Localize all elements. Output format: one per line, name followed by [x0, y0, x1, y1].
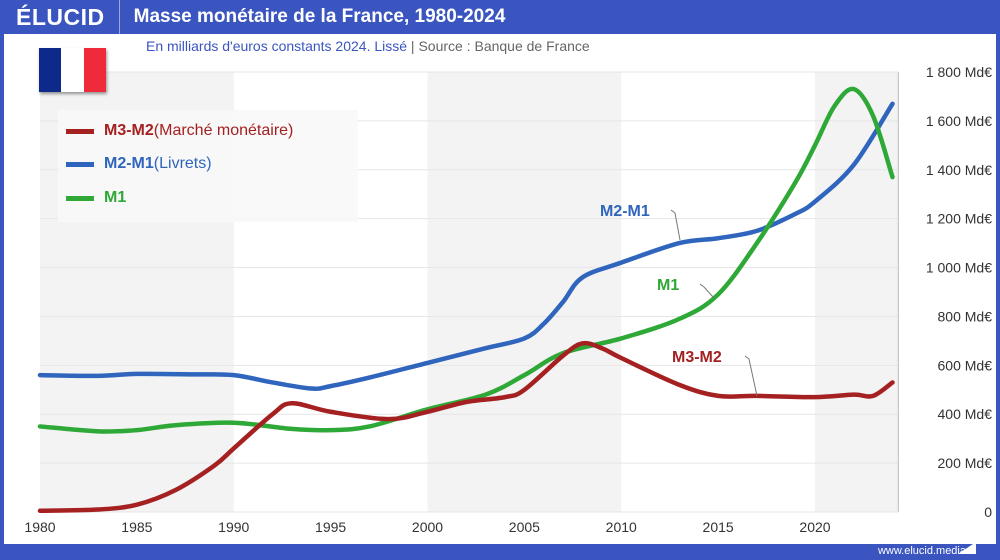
legend-item-m2-m1: M2-M1 (Livrets) [66, 155, 212, 173]
x-tick-label: 1990 [218, 519, 249, 535]
legend-label: M2-M1 [104, 155, 154, 172]
chart-subtitle: En milliards d'euros constants 2024. Lis… [146, 38, 590, 54]
brand-logo: ÉLUCID [0, 0, 120, 34]
shaded-band [427, 72, 622, 512]
series-line-m1 [37, 86, 895, 434]
x-tick-label: 1985 [121, 519, 152, 535]
x-tick-label: 2015 [703, 519, 734, 535]
annotation-m3-m2: M3-M2 [672, 349, 722, 366]
brand-corner-icon [958, 542, 976, 554]
y-tick-label: 1 200 Md€ [926, 211, 992, 227]
series-line-m2-m1 [37, 101, 895, 391]
x-tick-label: 1980 [24, 519, 55, 535]
x-tick-label: 2000 [412, 519, 443, 535]
footer-url: www.elucid.media [877, 545, 966, 557]
y-tick-label: 0 [984, 504, 992, 520]
y-tick-label: 800 Md€ [938, 308, 993, 324]
y-tick-label: 400 Md€ [938, 406, 993, 422]
y-tick-label: 600 Md€ [938, 357, 993, 373]
x-tick-label: 2010 [606, 519, 637, 535]
subtitle-separator: | [407, 38, 419, 54]
header-bar: ÉLUCID Masse monétaire de la France, 198… [0, 0, 1000, 34]
annotation-m1: M1 [657, 277, 679, 294]
legend-swatch [66, 195, 94, 201]
subtitle-text: En milliards d'euros constants 2024. Lis… [146, 38, 408, 54]
legend-item-m3-m2: M3-M2 (Marché monétaire) [66, 122, 293, 140]
annotation-m2-m1: M2-M1 [600, 203, 650, 220]
y-tick-label: 1 400 Md€ [926, 162, 992, 178]
legend: M3-M2 (Marché monétaire) M2-M1 (Livrets)… [58, 110, 358, 222]
legend-swatch [66, 161, 94, 167]
y-tick-label: 1 600 Md€ [926, 113, 992, 129]
france-flag-icon [39, 48, 106, 92]
source-text: Source : Banque de France [418, 38, 590, 54]
legend-label: M3-M2 [104, 122, 154, 139]
chart-title: Masse monétaire de la France, 1980-2024 [133, 6, 506, 27]
y-tick-label: 200 Md€ [938, 455, 993, 471]
annotation-leader [699, 283, 715, 299]
legend-desc: (Livrets) [153, 155, 212, 172]
legend-swatch [66, 128, 94, 134]
legend-desc: (Marché monétaire) [153, 122, 294, 139]
x-tick-label: 2005 [509, 519, 540, 535]
annotation-leader [744, 355, 758, 397]
y-tick-label: 1 000 Md€ [926, 260, 992, 276]
x-tick-label: 1995 [315, 519, 346, 535]
x-tick-label: 2020 [799, 519, 830, 535]
y-tick-label: 1 800 Md€ [926, 64, 992, 80]
annotation-leader [670, 209, 681, 241]
legend-label: M1 [104, 189, 127, 206]
shaded-band [815, 72, 899, 512]
legend-item-m1: M1 [66, 189, 126, 207]
